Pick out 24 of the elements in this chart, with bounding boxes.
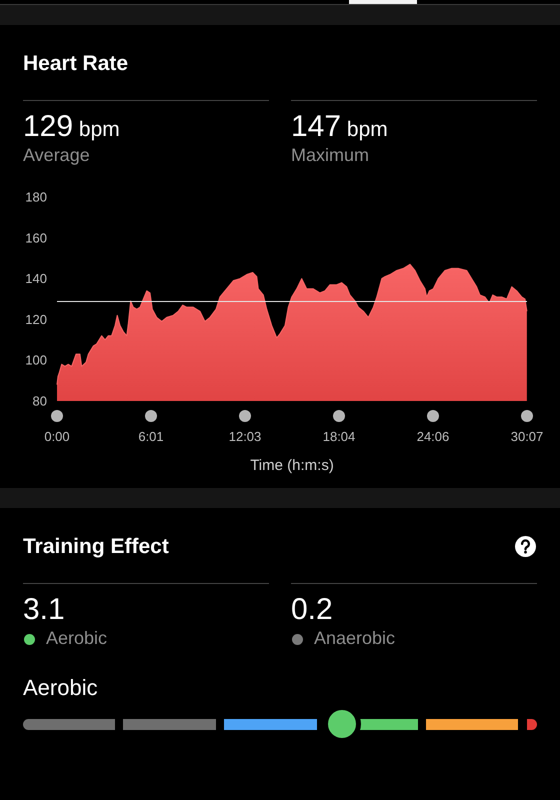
x-tick-label: 30:07	[510, 429, 544, 444]
text: Training Effect	[23, 534, 169, 560]
x-tick-label: 24:06	[416, 429, 450, 444]
text: Anaerobic	[314, 628, 396, 650]
text: 0.2	[291, 593, 333, 626]
y-tick-label: 120	[25, 312, 47, 327]
y-tick-label: 80	[32, 394, 47, 408]
x-tick-label: 6:01	[138, 429, 164, 444]
text: Aerobic	[23, 674, 98, 702]
y-tick-label: 100	[25, 352, 47, 368]
x-axis-title: Time (h:m:s)	[250, 457, 334, 474]
text: 129 bpm	[23, 110, 120, 143]
y-tick-label: 160	[25, 230, 47, 246]
y-tick-label: 140	[25, 271, 47, 286]
x-tick-label: 12:03	[228, 429, 262, 444]
text: 3.1	[23, 593, 65, 626]
text: 147 bpm	[291, 110, 388, 143]
text: Aerobic	[46, 628, 108, 650]
x-tick-label: 18:04	[322, 429, 356, 444]
text: Maximum	[291, 145, 370, 167]
x-tick-label: 0:00	[44, 429, 70, 444]
chart-title: Heart Rate	[23, 51, 128, 77]
text: Average	[23, 145, 90, 167]
y-tick-label: 180	[25, 190, 47, 204]
